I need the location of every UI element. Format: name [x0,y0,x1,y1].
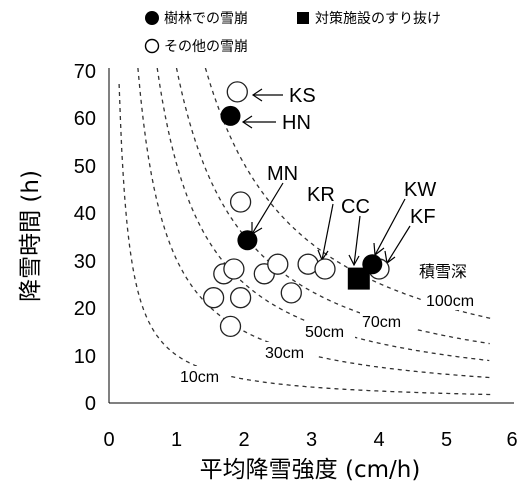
label-kw: KW [404,179,436,201]
label-kf: KF [410,206,436,228]
y-tick-label: 60 [74,108,96,130]
y-tick-label: 0 [85,393,96,415]
y-axis-label: 降雪時間 (h) [18,170,44,302]
open-circle-point [223,258,245,280]
label-ks: KS [289,85,316,107]
contour-label-30: 30cm [265,345,304,362]
legend-marker-facility [297,12,309,24]
open-circle-point [229,191,252,213]
y-tick-label: 40 [74,203,96,225]
open-circle-point-kr [314,258,336,280]
x-tick-label: 0 [103,429,114,451]
point-labels: KS HN MN KR CC KW KF [267,85,436,228]
y-axis-ticks: 0 10 20 30 40 50 60 70 [74,61,96,415]
legend-label-other: その他の雪崩 [164,39,248,55]
open-circle-point [229,287,252,309]
y-tick-label: 50 [74,156,96,178]
x-tick-label: 6 [506,429,517,451]
x-axis-label: 平均降雪強度 (cm/h) [200,457,421,483]
y-tick-label: 70 [74,61,96,83]
contour-labels: 10cm 30cm 50cm 70cm 100cm 積雪深 [178,262,488,386]
open-circle-point [202,287,225,309]
label-kr: KR [307,184,335,206]
data-points [202,81,390,338]
open-circle-point-ks [226,81,248,103]
filled-circle-point-hn [220,105,241,126]
open-circle-point [219,315,242,338]
contour-label-50: 50cm [305,324,344,341]
y-tick-label: 30 [74,251,96,273]
filled-square-point-cc [347,267,370,290]
axes [108,68,514,404]
contour-title: 積雪深 [419,262,467,281]
filled-circle-point-kw [362,254,383,275]
x-tick-label: 2 [238,429,249,451]
open-circle-point [267,253,289,275]
label-hn: HN [282,112,311,134]
legend-marker-other [144,38,160,54]
legend: 樹林での雪崩 対策施設のすり抜け その他の雪崩 [144,10,441,55]
open-circle-point [280,282,302,304]
label-mn: MN [267,163,298,185]
contour-label-70: 70cm [362,314,401,331]
x-tick-label: 5 [441,429,452,451]
filled-circle-point-mn [237,230,258,251]
legend-label-forest: 樹林での雪崩 [164,11,248,27]
x-tick-label: 4 [373,429,384,451]
x-axis-ticks: 0 1 2 3 4 5 6 [103,429,517,451]
x-tick-label: 1 [171,429,182,451]
contour-line-50 [156,68,490,362]
contour-label-10: 10cm [180,369,219,386]
label-cc: CC [341,196,370,218]
y-tick-label: 20 [74,298,96,320]
contour-label-100: 100cm [426,293,474,310]
legend-marker-forest [145,11,159,25]
contour-line-10 [118,83,491,396]
legend-label-facility: 対策施設のすり抜け [315,10,441,27]
x-tick-label: 3 [306,429,317,451]
y-tick-label: 10 [74,346,96,368]
